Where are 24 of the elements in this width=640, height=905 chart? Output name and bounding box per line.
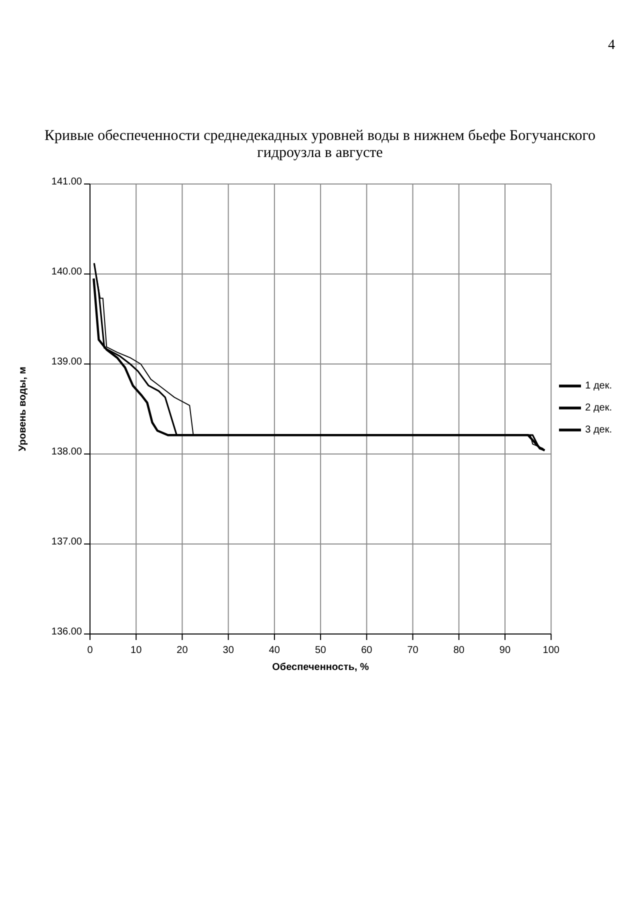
legend-label: 2 дек. (585, 402, 612, 414)
y-tick-label: 136.00 (51, 626, 82, 638)
y-tick-label: 141.00 (51, 176, 82, 188)
chart-title: Кривые обеспеченности среднедекадных уровней воды в нижнем бьефе Богучанского гидроузла в августе (43, 128, 596, 162)
x-tick-label: 20 (176, 645, 188, 656)
x-tick-label: 100 (542, 645, 560, 656)
legend-label: 3 дек. (585, 424, 612, 436)
x-tick-label: 40 (268, 645, 280, 656)
y-tick-label: 140.00 (51, 266, 82, 278)
y-tick-label: 139.00 (51, 356, 82, 368)
y-axis-title: Уровень воды, м (18, 366, 29, 452)
x-tick-label: 90 (499, 645, 511, 656)
y-tick-label: 137.00 (51, 536, 82, 548)
x-tick-label: 30 (222, 645, 234, 656)
x-tick-label: 10 (130, 645, 142, 656)
legend-label: 1 дек. (585, 380, 612, 392)
x-tick-label: 80 (453, 645, 465, 656)
x-tick-label: 50 (314, 645, 327, 656)
x-tick-label: 70 (407, 645, 419, 656)
x-tick-label: 0 (87, 645, 94, 656)
text: 4 (608, 38, 615, 54)
x-tick-label: 60 (361, 645, 373, 656)
x-axis-title: Обеспеченность, % (272, 662, 370, 673)
y-tick-label: 138.00 (51, 446, 82, 458)
